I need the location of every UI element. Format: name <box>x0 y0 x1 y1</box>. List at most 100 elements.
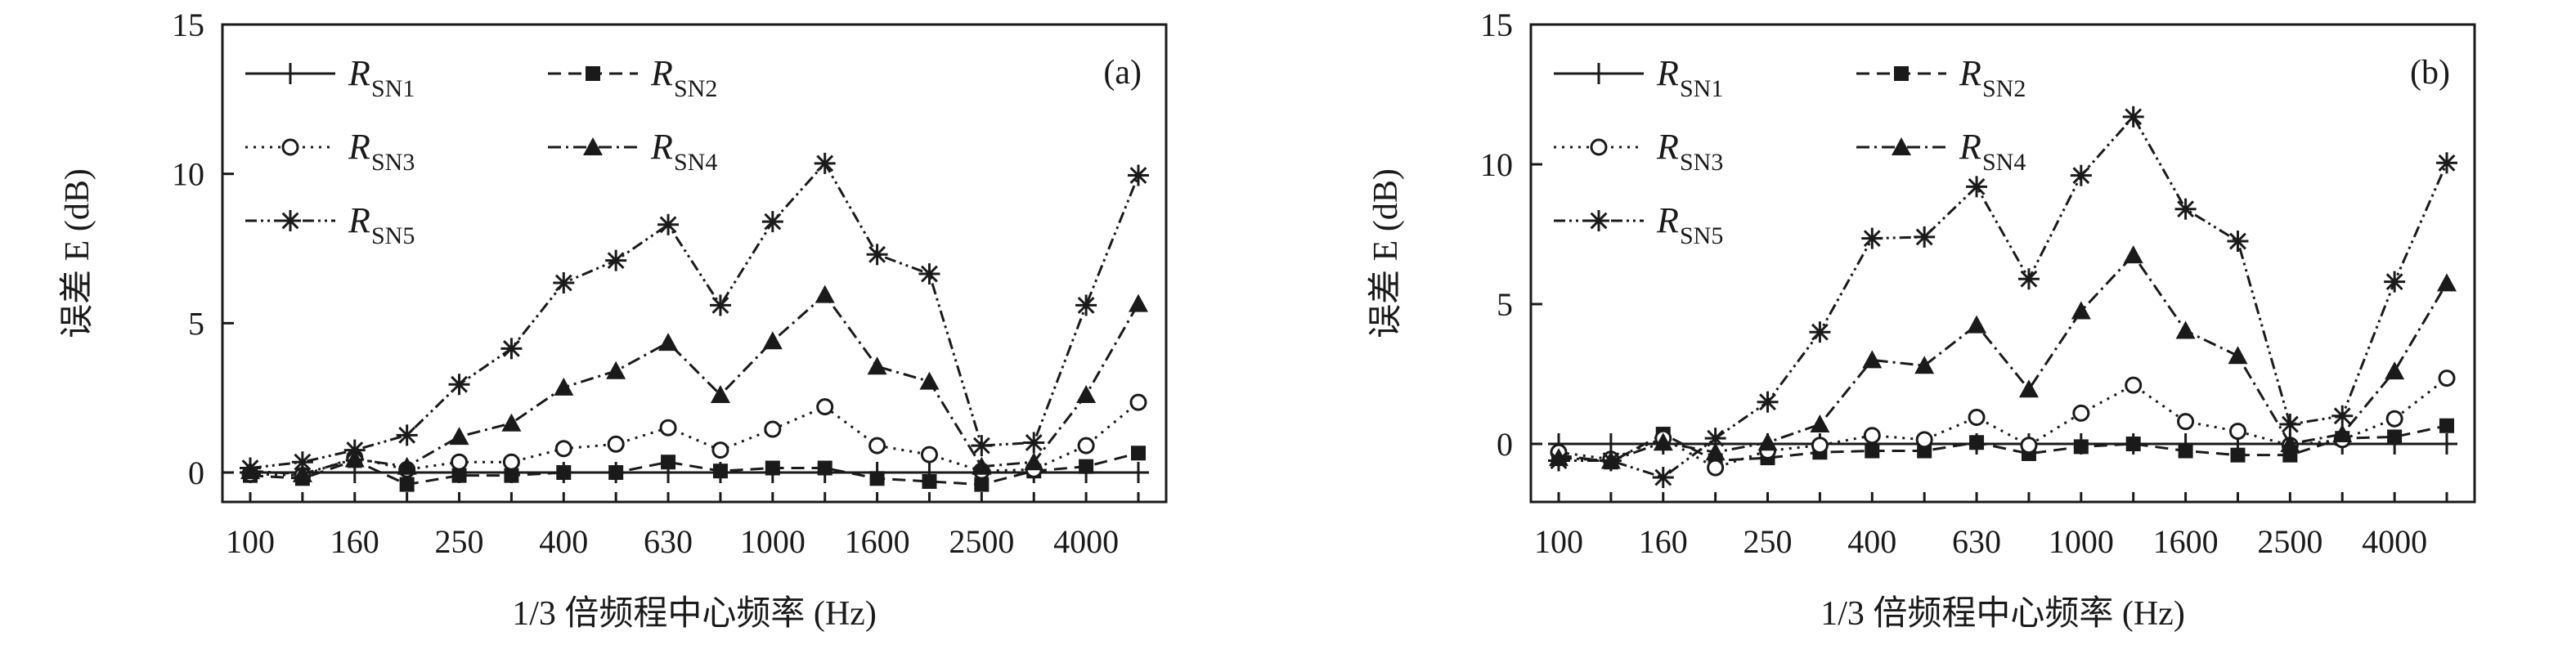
legend-label: R <box>650 127 673 167</box>
legend-marker <box>1590 138 1608 156</box>
data-point <box>1914 356 1935 374</box>
legend-item-sn4: R SN4 <box>548 127 717 176</box>
data-point <box>2123 245 2143 264</box>
x-tick-label: 2500 <box>949 523 1014 560</box>
data-point <box>2385 410 2403 428</box>
x-tick-label: 1600 <box>845 523 910 560</box>
data-point <box>346 441 364 459</box>
legend-label: R <box>1656 53 1679 93</box>
data-point <box>1757 432 1778 451</box>
legend-marker <box>1894 66 1909 81</box>
data-point <box>1077 296 1095 314</box>
data-point <box>972 437 990 455</box>
data-point <box>2020 270 2038 288</box>
data-point <box>2438 370 2456 387</box>
data-point <box>449 427 469 446</box>
y-axis-label: 误差 E (dB) <box>1367 168 1405 338</box>
data-point <box>972 456 992 475</box>
legend-label-subscript: SN5 <box>371 222 415 249</box>
data-point <box>816 155 834 172</box>
series-line-sn4 <box>1558 253 2448 463</box>
data-point <box>710 385 730 404</box>
data-point <box>2125 108 2143 126</box>
x-tick-label: 160 <box>1639 523 1688 560</box>
data-point <box>2230 447 2246 463</box>
x-tick-label: 400 <box>539 523 588 560</box>
data-point <box>554 440 572 458</box>
series-sn4 <box>240 284 1148 482</box>
legend-label-subscript: SN2 <box>674 75 717 102</box>
data-point <box>451 453 469 471</box>
data-point <box>1759 393 1776 411</box>
data-point <box>867 356 887 375</box>
legend-label-subscript: SN3 <box>1680 149 1723 176</box>
data-point <box>2071 301 2091 320</box>
data-point <box>816 398 834 416</box>
data-point <box>1863 427 1881 445</box>
legend-marker <box>586 66 600 81</box>
legend-label-subscript: SN2 <box>1982 75 2026 102</box>
data-point <box>921 265 938 283</box>
legend-label: R <box>650 53 673 93</box>
data-point <box>1602 452 1620 469</box>
data-point <box>1707 429 1725 447</box>
data-point <box>711 441 729 459</box>
data-point <box>502 339 520 357</box>
data-point <box>1131 446 1146 461</box>
data-point <box>399 477 415 492</box>
data-point <box>658 333 679 352</box>
data-point <box>2228 346 2248 365</box>
legend-item-sn4: R SN4 <box>1856 127 2026 176</box>
data-point <box>711 296 729 314</box>
data-point <box>764 213 782 231</box>
y-tick-label: 15 <box>172 7 204 43</box>
series-sn5 <box>240 152 1149 479</box>
legend-label-subscript: SN1 <box>1680 75 1723 102</box>
data-point <box>292 464 312 482</box>
data-point <box>2177 200 2195 218</box>
legend-item-sn2: R SN2 <box>548 53 717 102</box>
legend-label-subscript: SN4 <box>674 149 717 176</box>
data-point <box>607 435 625 453</box>
data-point <box>1862 350 1883 369</box>
chart-panel-b: 0 5 10 15 100 160 250 400 630 1000 1600 2500 4000 1/3… <box>1367 7 2476 633</box>
data-point <box>1076 385 1097 404</box>
legend-item-sn1: R SN1 <box>1554 53 1723 102</box>
series-line-sn5 <box>249 161 1140 470</box>
legend-label-subscript: SN3 <box>371 149 415 176</box>
legend-item-sn5: R SN5 <box>1554 200 1723 249</box>
legend-item-sn3: R SN3 <box>245 127 415 176</box>
data-point <box>398 426 416 444</box>
y-tick-label: 5 <box>188 305 204 342</box>
data-point <box>2020 437 2038 455</box>
data-point <box>2072 404 2090 422</box>
data-point <box>2385 361 2405 380</box>
x-tick-label: 1000 <box>740 523 806 560</box>
x-axis-label: 1/3 倍频程中心频率 (Hz) <box>1820 594 2185 633</box>
legend-label: R <box>1656 127 1679 167</box>
legend-label: R <box>348 53 370 93</box>
plot-frame <box>1529 23 2476 504</box>
data-point <box>2333 407 2351 425</box>
data-point <box>2177 413 2195 431</box>
data-point <box>2125 376 2143 394</box>
y-tick-label: 10 <box>1480 146 1513 183</box>
y-tick-label: 0 <box>1497 426 1513 463</box>
series-sn4 <box>1549 245 2457 469</box>
y-tick-label: 5 <box>1497 286 1513 323</box>
data-point <box>1654 468 1672 486</box>
x-tick-label: 630 <box>644 523 693 560</box>
data-point <box>869 471 885 486</box>
data-point <box>659 419 677 437</box>
data-point <box>1705 442 1726 461</box>
data-point <box>712 464 728 479</box>
y-tick-label: 0 <box>188 455 204 491</box>
data-point <box>1129 293 1148 312</box>
series-line-sn3 <box>1558 377 2448 469</box>
data-point <box>868 245 886 263</box>
data-point <box>919 371 940 390</box>
data-point <box>2125 437 2141 451</box>
data-point <box>661 455 676 470</box>
data-point <box>554 274 572 292</box>
data-point <box>1915 431 1933 449</box>
